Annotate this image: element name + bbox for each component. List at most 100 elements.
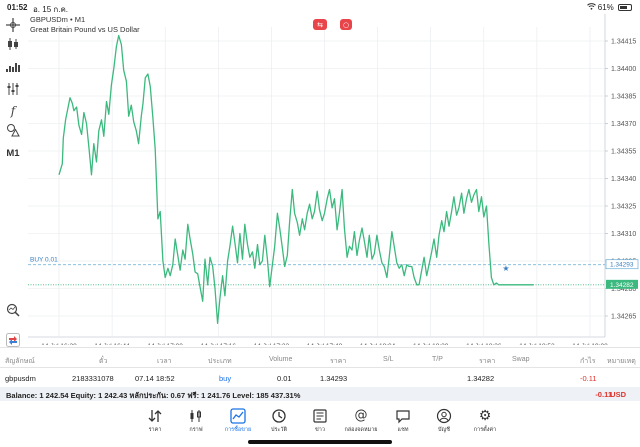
col-current-price: ราคา [479,358,496,365]
nav-quotes-label: ราคา [148,427,162,433]
candlestick-icon[interactable] [5,37,21,53]
y-axis-labels: 1.34415 1.34400 1.34385 1.34370 1.34355 1.343… [611,39,636,321]
col-type: ประเภท [208,358,232,365]
trade-icon[interactable] [5,333,21,349]
chart-header: GBPUSDm • M1 Great Britain Pound vs US D… [30,15,140,34]
nav-history[interactable]: ประวัติ [259,408,299,434]
crosshair-icon[interactable] [5,18,21,34]
symbol-description: Great Britain Pound vs US Dollar [30,24,140,34]
shapes-icon[interactable] [5,123,21,139]
chat-icon [395,408,411,424]
row-type: buy [219,374,232,383]
col-symbol: สัญลักษณ์ [5,358,35,365]
trade-table [0,347,640,385]
nav-mailbox[interactable]: @ กล่องจดหมาย [341,408,381,434]
trade-icon [230,408,246,424]
status-date: อ. 15 ก.ค. [33,5,69,14]
function-icon[interactable]: f [10,104,16,118]
row-open-price: 1.34293 [320,374,348,383]
x-tick-label: 14 Jul 17:16 [201,343,237,345]
x-tick-label: 14 Jul 18:36 [466,343,502,345]
symbol-title: GBPUSDm • M1 [30,15,86,24]
x-tick-label: 14 Jul 17:00 [147,343,183,345]
y-tick-label: 1.34280 [611,286,636,293]
line-chart-type-icon: ⇆ [317,21,323,29]
nav-chart-label: กราฟ [189,427,203,433]
settings-icon: ⚙ [478,408,492,424]
chart-icon [188,408,204,424]
x-tick-label: 14 Jul 16:28 [41,343,77,345]
nav-history-label: ประวัติ [270,427,288,433]
bar-chart-type-button[interactable] [340,19,352,30]
news-icon [312,408,328,424]
col-sl: S/L [383,356,394,363]
y-tick-label: 1.34340 [611,176,636,183]
col-time: เวลา [157,358,172,365]
chart-grid [28,14,608,338]
x-tick-label: 14 Jul 18:20 [413,343,449,345]
battery-icon [618,4,632,11]
row-profit: -0.11 [580,374,597,383]
status-right: 61% [586,3,632,12]
col-tp: T/P [432,356,443,363]
account-icon [436,408,452,424]
nav-account[interactable]: บัญชี [424,408,464,434]
current-price-tag-label: 1.34282 [610,282,634,289]
zoom-icon[interactable] [5,303,21,319]
col-price: ราคา [330,358,347,365]
line-chart-type-button[interactable] [313,19,327,30]
buy-price-tag-label: 1.34293 [610,262,634,269]
bottom-nav: ราคา กราฟ การซื้อขาย ประวัติ ข่าว @ กล่อ… [0,404,640,447]
home-indicator [248,440,392,444]
balance-summary: Balance: 1 242.54 Equity: 1 242.43 หลักป… [6,391,301,400]
nav-mailbox-label: กล่องจดหมาย [344,427,378,433]
x-axis-labels: 14 Jul 16:28 14 Jul 16:44 14 Jul 17:00 14 J… [41,343,608,345]
chart-type-buttons[interactable]: ⇆ ○ [313,19,352,30]
x-tick-label: 14 Jul 18:52 [519,343,555,345]
x-tick-label: 14 Jul 18:04 [360,343,396,345]
y-tick-label: 1.34370 [611,121,636,128]
y-tick-label: 1.34355 [611,149,636,156]
account-currency: USD [610,390,626,399]
quotes-icon [147,408,163,424]
y-tick-label: 1.34265 [611,314,636,321]
row-time: 07.14 18:52 [135,374,175,383]
buy-order-label: BUY 0.01 [30,257,58,264]
x-tick-label: 14 Jul 17:32 [254,343,290,345]
y-tick-label: 1.34400 [611,66,636,73]
balance-bar: Balance: 1 242.54 Equity: 1 242.43 หลักป… [0,387,640,401]
x-tick-label: 14 Jul 19:08 [572,343,608,345]
col-volume: Volume [269,356,293,363]
col-comment: หมายเหตุ [607,358,636,365]
col-profit: กำไร [580,358,596,365]
wifi-icon [586,3,598,12]
y-tick-label: 1.34385 [611,94,636,101]
price-lines: BUY 0.01 1.34293 1.34282 [28,257,639,289]
price-chart[interactable]: 1.34415 1.34400 1.34385 1.34370 1.34355 1.343… [0,0,640,345]
price-series: ★ [58,34,534,324]
timeframe-button[interactable]: M1 [6,148,20,159]
chart-toolbar: f M1 [0,18,26,360]
nav-trade[interactable]: การซื้อขาย [218,408,258,434]
y-tick-label: 1.34415 [611,39,636,46]
order-marker-icon: ★ [502,264,509,273]
nav-chat[interactable]: แชท [383,408,423,434]
current-price-tag [606,279,638,289]
nav-settings[interactable]: ⚙ การตั้งค่า [465,408,505,434]
nav-news[interactable]: ข่าว [300,408,340,434]
nav-settings-label: การตั้งค่า [473,427,497,433]
indicators-icon[interactable] [5,82,21,98]
status-bar: 01:52 อ. 15 ก.ค. 61% [0,0,640,14]
total-profit: -0.11 [595,390,612,399]
buy-price-tag [605,259,639,270]
nav-trade-label: การซื้อขาย [224,427,252,433]
nav-chart[interactable]: กราฟ [176,408,216,434]
y-tick-label: 1.34325 [611,204,636,211]
bar-chart-type-icon: ○ [343,21,349,29]
row-symbol: gbpusdm [5,374,36,383]
battery-percent: 61% [597,3,614,12]
y-tick-label: 1.34310 [611,231,636,238]
price-line-series [58,34,534,324]
bar-chart-icon[interactable] [5,60,21,76]
nav-quotes[interactable]: ราคา [135,408,175,434]
